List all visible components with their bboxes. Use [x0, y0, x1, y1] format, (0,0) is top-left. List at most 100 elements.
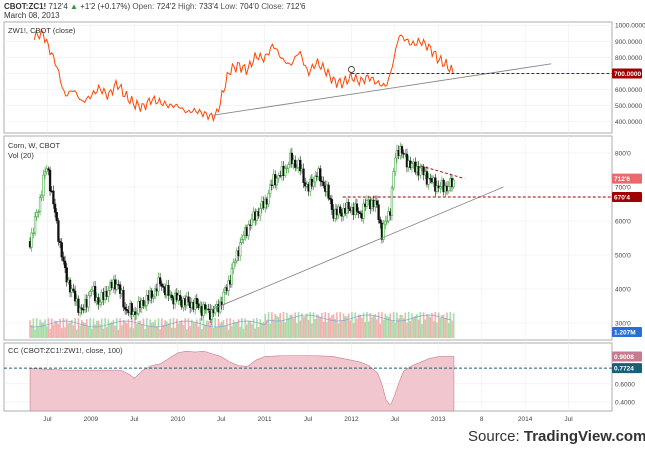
candle-body	[392, 171, 395, 189]
volume-bar	[186, 329, 188, 338]
low-value: 704'0	[239, 2, 259, 11]
volume-bar	[361, 317, 363, 338]
volume-bar	[232, 319, 235, 338]
volume-bars	[29, 312, 455, 338]
volume-bar	[272, 319, 275, 338]
volume-bar	[77, 318, 80, 338]
volume-bar	[322, 321, 325, 338]
volume-bar	[231, 325, 233, 338]
volume-bar	[242, 328, 245, 338]
volume-ma-line	[30, 314, 452, 328]
candle-body	[157, 277, 160, 292]
y-tick-label: 500.0000	[615, 103, 642, 110]
volume-bar	[387, 316, 390, 338]
volume-bar	[344, 316, 347, 338]
x-tick-label: Jul	[304, 416, 313, 423]
candle-body	[365, 200, 369, 207]
candle-body	[377, 204, 380, 220]
corn-panel[interactable]	[28, 142, 612, 325]
volume-bar	[204, 324, 206, 338]
price-change: +1'2 (+0.17%)	[80, 2, 131, 11]
volume-bar	[346, 316, 348, 338]
corn-last-tag-bg	[612, 173, 642, 184]
corn-support-tag: 670'4	[614, 195, 630, 202]
wheat-panel[interactable]	[33, 28, 612, 123]
volume-bar	[311, 323, 313, 338]
candle-body	[135, 313, 138, 315]
volume-bar	[159, 329, 161, 338]
candle-body	[130, 303, 133, 315]
candle-body	[290, 152, 294, 165]
candle-body	[167, 285, 170, 296]
correlation-panel[interactable]	[4, 350, 612, 412]
volume-bar	[384, 313, 387, 338]
open-value: 724'2	[156, 2, 176, 11]
wheat-panel-title: ZW1!, CBOT (close)	[8, 26, 76, 35]
volume-bar	[442, 314, 445, 338]
candle-body	[93, 286, 97, 302]
volume-bar	[125, 323, 128, 338]
candle-body	[88, 291, 92, 296]
candle-body	[259, 208, 262, 217]
volume-bar	[259, 319, 261, 338]
volume-bar	[392, 312, 395, 338]
volume-bar	[49, 328, 51, 338]
volume-bar	[140, 324, 143, 338]
volume-bar	[206, 320, 208, 338]
candle-body	[32, 232, 35, 235]
volume-bar	[432, 321, 435, 338]
candle-body	[269, 184, 272, 194]
volume-bar	[329, 317, 332, 338]
volume-bar	[42, 322, 45, 338]
wheat-last-tag-bg	[612, 68, 642, 79]
volume-bar	[110, 321, 113, 338]
y-tick-label: 400.0000	[615, 119, 642, 126]
volume-bar	[426, 313, 428, 338]
price-tags: 700.0000 712'6 670'4 1.207M 0.9008 0.7724	[612, 68, 642, 374]
volume-bar	[177, 323, 180, 338]
candle-body	[150, 290, 153, 299]
volume-bar	[451, 320, 453, 338]
volume-bar	[192, 322, 195, 338]
candle-body	[195, 298, 198, 305]
candle-body	[47, 168, 50, 171]
candle-body	[40, 195, 43, 198]
close-label: Close:	[261, 2, 284, 11]
candle-body	[170, 294, 173, 299]
volume-bar	[286, 312, 288, 338]
volume-bar	[411, 313, 413, 338]
candle-body	[158, 277, 162, 285]
candle-body	[107, 290, 110, 297]
volume-bar	[262, 321, 265, 338]
volume-bar	[95, 320, 98, 338]
volume-bar	[79, 325, 81, 338]
volume-bar	[317, 315, 320, 338]
volume-bar	[84, 322, 86, 338]
candle-body	[250, 218, 254, 226]
x-tick-label: Jul	[391, 416, 400, 423]
volume-bar	[447, 322, 450, 338]
volume-bar	[316, 314, 318, 338]
volume-bar	[69, 321, 71, 338]
volume-bar	[292, 318, 295, 338]
y-tick-label: 400'0	[615, 287, 631, 294]
y-tick-label: 600.0000	[615, 87, 642, 94]
candle-body	[299, 159, 302, 172]
candle-body	[38, 197, 42, 212]
volume-bar	[59, 318, 61, 338]
volume-bar	[382, 319, 385, 338]
volume-bar	[341, 320, 343, 338]
volume-bar	[246, 324, 248, 338]
volume-bar	[369, 312, 372, 338]
volume-bar	[237, 319, 240, 338]
source-prefix: Source:	[468, 428, 524, 445]
volume-bar	[107, 319, 110, 338]
volume-bar	[241, 318, 243, 338]
volume-bar	[402, 318, 405, 338]
volume-bar	[339, 312, 342, 338]
candle-body	[447, 186, 450, 192]
volume-bar	[236, 322, 238, 338]
candle-body	[123, 306, 127, 310]
volume-bar	[407, 312, 410, 338]
